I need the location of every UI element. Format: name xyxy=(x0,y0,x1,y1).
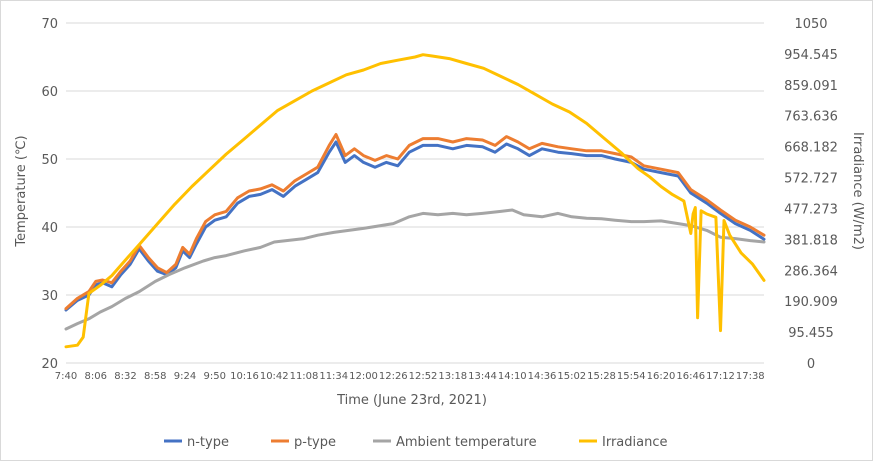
series-line-ambient-temperature xyxy=(64,208,766,331)
right-axis-ticks: 0 95.455 190.909 286.364 381.818 477.273 572.7… xyxy=(784,17,838,372)
x-tick-label: 12:52 xyxy=(409,371,438,382)
x-tick-label: 15:54 xyxy=(617,371,646,382)
x-tick-label: 10:16 xyxy=(230,371,259,382)
legend-label-ambient-temperature: Ambient temperature xyxy=(396,435,537,450)
x-tick-label: 8:06 xyxy=(85,371,107,382)
x-tick-label: 7:40 xyxy=(55,371,77,382)
y-tick-label: 40 xyxy=(41,221,58,236)
series-line-n-type xyxy=(64,140,766,312)
y2-tick-label: 477.273 xyxy=(784,202,838,217)
x-tick-label: 13:18 xyxy=(438,371,467,382)
x-tick-label: 11:08 xyxy=(290,371,319,382)
x-tick-label: 12:00 xyxy=(349,371,378,382)
x-tick-label: 16:20 xyxy=(647,371,676,382)
y-axis-title: Temperature (℃) xyxy=(14,135,29,247)
y2-axis-title: Irradiance (W/m2) xyxy=(850,132,865,250)
legend-label-irradiance: Irradiance xyxy=(602,435,667,450)
x-tick-label: 9:50 xyxy=(204,371,226,382)
x-tick-label: 13:44 xyxy=(468,371,497,382)
x-tick-label: 9:24 xyxy=(174,371,196,382)
x-tick-label: 14:10 xyxy=(498,371,527,382)
y-tick-label: 20 xyxy=(41,357,58,372)
x-tick-label: 15:28 xyxy=(587,371,616,382)
x-tick-label: 14:36 xyxy=(528,371,557,382)
y-tick-label: 50 xyxy=(41,153,58,168)
y-tick-label: 60 xyxy=(41,85,58,100)
x-axis-ticks: 7:40 8:06 8:32 8:58 9:24 9:50 10:16 10:42 11:08 1… xyxy=(55,371,765,382)
y-tick-label: 30 xyxy=(41,289,58,304)
x-tick-label: 17:12 xyxy=(706,371,735,382)
y2-tick-label: 668.182 xyxy=(784,141,838,156)
y2-tick-label: 954.545 xyxy=(784,48,838,63)
y2-tick-label: 763.636 xyxy=(784,110,838,125)
y2-tick-label: 381.818 xyxy=(784,233,838,248)
x-tick-label: 8:32 xyxy=(114,371,136,382)
y-tick-label: 70 xyxy=(41,17,58,32)
y2-tick-label: 859.091 xyxy=(784,79,838,94)
x-tick-label: 10:42 xyxy=(260,371,289,382)
y2-tick-label: 190.909 xyxy=(784,295,838,310)
y2-tick-label: 95.455 xyxy=(788,326,834,341)
series-line-p-type xyxy=(64,133,766,311)
y2-tick-label: 572.727 xyxy=(784,172,838,187)
legend: n-type p-type Ambient temperature Irradianc… xyxy=(164,435,667,450)
series-lines xyxy=(64,53,766,349)
x-tick-label: 8:58 xyxy=(144,371,166,382)
y2-tick-label: 286.364 xyxy=(784,264,838,279)
x-tick-label: 12:26 xyxy=(379,371,408,382)
x-axis-title: Time (June 23rd, 2021) xyxy=(336,393,487,408)
x-tick-label: 17:38 xyxy=(736,371,765,382)
y2-tick-label: 0 xyxy=(807,357,815,372)
y2-tick-label: 1050 xyxy=(794,17,827,32)
legend-label-p-type: p-type xyxy=(294,435,336,450)
x-tick-label: 11:34 xyxy=(319,371,348,382)
x-tick-label: 16:46 xyxy=(676,371,705,382)
left-axis-ticks: 20 30 40 50 60 70 xyxy=(41,17,58,372)
x-tick-label: 15:02 xyxy=(557,371,586,382)
legend-label-n-type: n-type xyxy=(187,435,229,450)
gridlines xyxy=(66,22,764,364)
series-line-irradiance xyxy=(64,53,766,349)
